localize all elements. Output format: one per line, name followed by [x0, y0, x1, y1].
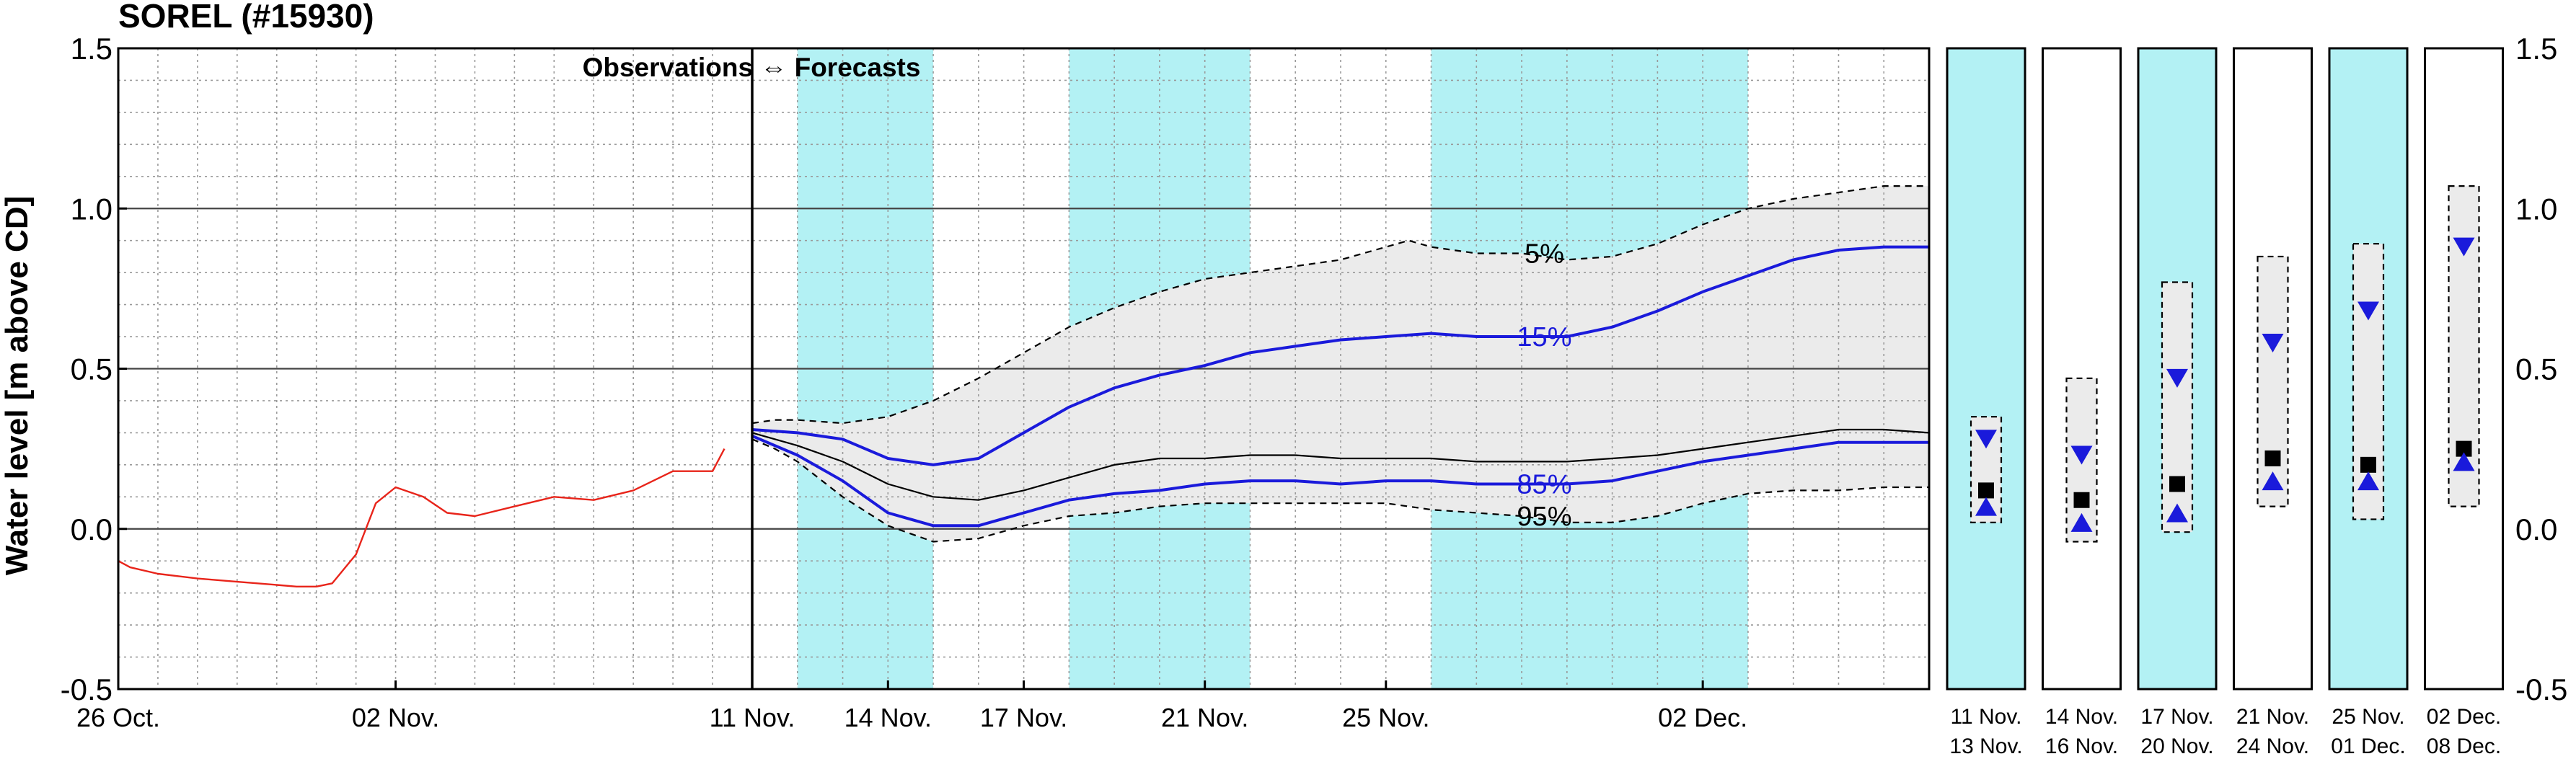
- period-panel: 02 Dec. 08 Dec.: [2424, 47, 2504, 758]
- y-tick-label: -0.5: [61, 673, 113, 706]
- y-tick-label-right: 1.0: [2515, 192, 2557, 226]
- y-tick-label: 0.0: [71, 512, 113, 546]
- period-panel: 21 Nov. 24 Nov.: [2233, 47, 2313, 758]
- panel-p15-marker: [2070, 445, 2093, 465]
- y-tick-label-right: -0.5: [2515, 673, 2567, 706]
- panel-label-bottom: 13 Nov.: [1949, 734, 2022, 758]
- panel-p15-marker: [2357, 301, 2379, 321]
- series-observations: [118, 448, 725, 587]
- y-tick-label-right: 1.5: [2515, 32, 2557, 66]
- panel-label-bottom: 01 Dec.: [2331, 734, 2405, 758]
- panel-median-marker: [2456, 440, 2472, 457]
- x-tick-label: 02 Dec.: [1658, 703, 1747, 732]
- obs-forecast-annotation: Observations ⇔ Forecasts: [583, 53, 921, 82]
- panel-frame: [2233, 47, 2313, 691]
- x-tick-label: 02 Nov.: [352, 703, 439, 732]
- x-tick-label: 26 Oct.: [76, 703, 160, 732]
- chart-title: SOREL (#15930): [118, 0, 374, 35]
- panel-p85-marker: [2262, 471, 2284, 491]
- panel-label-bottom: 24 Nov.: [2236, 734, 2309, 758]
- panel-label-top: 25 Nov.: [2332, 705, 2404, 729]
- band-5-95: [752, 186, 1929, 542]
- panel-p85-marker: [2453, 452, 2475, 471]
- panel-p15-marker: [2166, 368, 2188, 388]
- curve-label-5pct: 5%: [1525, 239, 1564, 269]
- panel-label-top: 21 Nov.: [2236, 705, 2309, 729]
- panel-median-marker: [1978, 482, 1994, 499]
- curve-label-95pct: 95%: [1517, 502, 1571, 532]
- panel-frame: [2424, 47, 2504, 691]
- x-tick-label: 14 Nov.: [844, 703, 932, 732]
- panel-frame: [2137, 47, 2218, 691]
- panel-background: [2042, 48, 2121, 689]
- panel-label-bottom: 20 Nov.: [2140, 734, 2213, 758]
- curve-label-85pct: 85%: [1517, 470, 1571, 500]
- panel-p15-marker: [1975, 430, 1997, 449]
- panel-median-marker: [2073, 492, 2090, 508]
- x-tick-label: 21 Nov.: [1161, 703, 1248, 732]
- period-panel: 14 Nov. 16 Nov.: [2042, 47, 2122, 758]
- period-panel: 25 Nov. 01 Dec.: [2328, 47, 2409, 758]
- series-median: [751, 428, 1930, 501]
- panel-range-box: [2257, 255, 2289, 507]
- panel-p15-marker: [2453, 237, 2475, 257]
- panel-label-top: 11 Nov.: [1951, 705, 2022, 729]
- curve-labels: 5% 15% 85%95%: [1517, 239, 1571, 532]
- curve-label-15pct: 15%: [1517, 322, 1571, 352]
- x-tick-label: 11 Nov.: [710, 703, 795, 732]
- period-panels: 11 Nov. 13 Nov. 14 Nov. 16 Nov. 17 Nov. 20 No…: [1946, 47, 2504, 758]
- panel-frame: [2042, 47, 2122, 691]
- panel-range-box: [2161, 281, 2194, 533]
- panel-p85-marker: [1975, 497, 1997, 516]
- y-tick-label: 1.5: [71, 32, 113, 66]
- series-85pct: [751, 434, 1929, 528]
- percentile-band: [752, 186, 1929, 542]
- y-tick-label-right: 0.5: [2515, 352, 2557, 386]
- x-tick-label: 17 Nov.: [980, 703, 1067, 732]
- panel-p85-marker: [2070, 512, 2093, 532]
- panel-median-marker: [2264, 450, 2281, 466]
- panel-label-top: 14 Nov.: [2045, 705, 2118, 729]
- series-lines: [118, 185, 1930, 587]
- panel-label-top: 02 Dec.: [2427, 705, 2501, 729]
- y-axis-label: Water level [m above CD]: [0, 196, 35, 576]
- series-5pct: [751, 185, 1929, 425]
- panel-frame: [1946, 47, 2026, 691]
- panel-label-top: 17 Nov.: [2140, 705, 2213, 729]
- panel-label-bottom: 08 Dec.: [2427, 734, 2501, 758]
- panel-p85-marker: [2166, 503, 2188, 523]
- period-panel: 17 Nov. 20 Nov.: [2137, 47, 2218, 758]
- y-tick-label: 0.5: [71, 352, 113, 386]
- panel-p15-marker: [2262, 333, 2284, 352]
- panel-p85-marker: [2357, 471, 2379, 491]
- series-15pct: [751, 245, 1929, 466]
- panel-median-marker: [2360, 456, 2376, 473]
- panel-frame: [2328, 47, 2409, 691]
- x-tick-label: 25 Nov.: [1342, 703, 1429, 732]
- panel-background: [1947, 48, 2025, 689]
- y-tick-label: 1.0: [71, 192, 113, 226]
- y-tick-label-right: 0.0: [2515, 512, 2557, 546]
- period-panel: 11 Nov. 13 Nov.: [1946, 47, 2026, 758]
- panel-median-marker: [2169, 476, 2185, 492]
- panel-label-bottom: 16 Nov.: [2045, 734, 2118, 758]
- axes: -0.5 0.0 0.5 1.0 1.5 26 Oct. 02 Nov. 11 Nov. 14 …: [61, 32, 2568, 732]
